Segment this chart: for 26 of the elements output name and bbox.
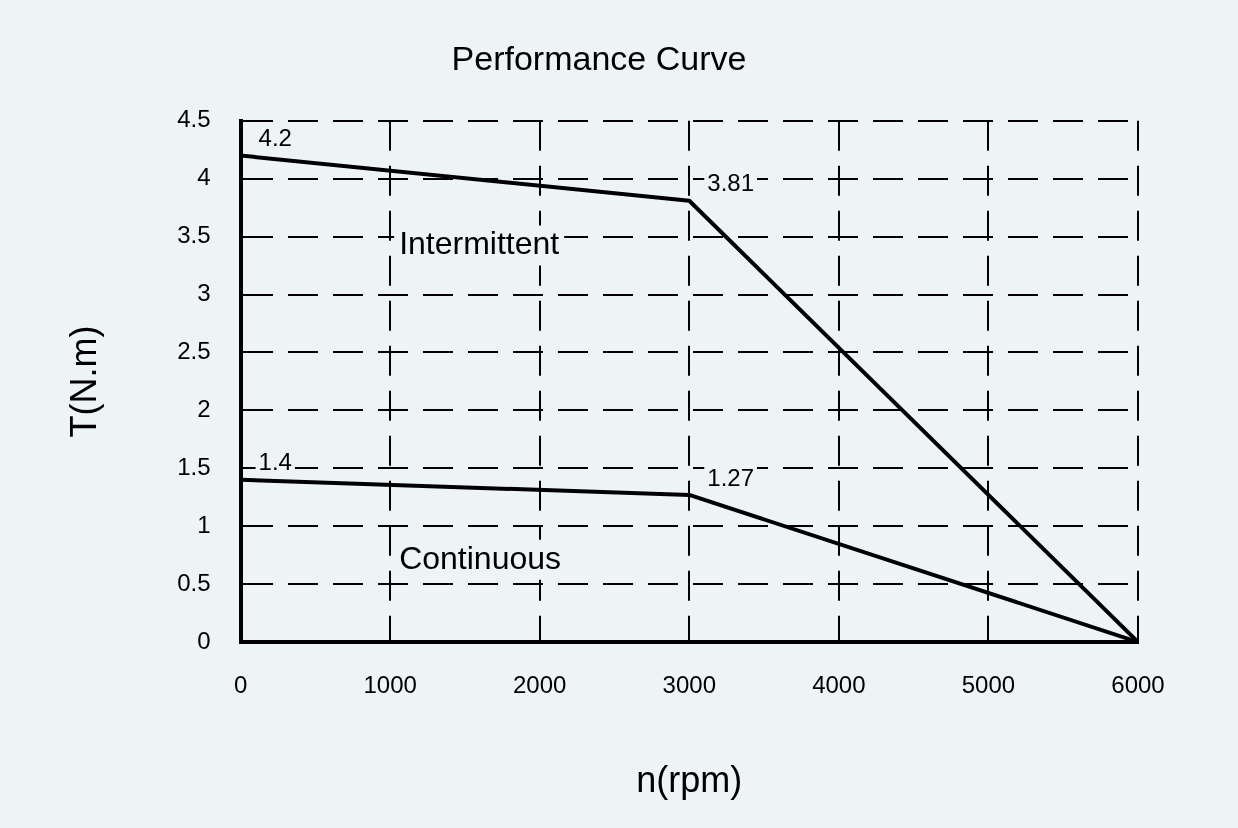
y-tick-label: 2.5 (177, 337, 211, 365)
y-tick-label: 4.5 (177, 105, 211, 133)
x-tick-label: 3000 (662, 671, 716, 699)
y-tick-label: 0 (197, 626, 211, 654)
y-tick-label: 1.5 (177, 452, 211, 480)
y-axis-title: T(N.m) (62, 325, 104, 438)
series-label: Intermittent (399, 225, 560, 262)
chart-title: Performance Curve (451, 38, 747, 77)
x-tick-label: 5000 (961, 671, 1016, 699)
x-tick-label: 0 (233, 671, 248, 699)
y-tick-label: 3 (197, 279, 211, 307)
data-label: 1.4 (258, 448, 292, 476)
y-tick-label: 3.5 (177, 221, 211, 249)
x-axis-title: n(rpm) (636, 759, 743, 801)
x-tick-label: 1000 (363, 671, 417, 699)
y-tick-label: 2 (197, 394, 211, 422)
x-tick-label: 4000 (812, 671, 866, 699)
series-label: Continuous (399, 539, 562, 576)
x-tick-label: 6000 (1111, 671, 1165, 699)
y-tick-label: 1 (197, 510, 211, 538)
y-tick-label: 4 (197, 163, 211, 191)
data-label: 3.81 (707, 169, 754, 197)
x-tick-label: 2000 (513, 671, 567, 699)
data-label: 1.27 (707, 463, 754, 491)
y-tick-label: 0.5 (177, 568, 211, 596)
data-label: 4.2 (258, 124, 292, 152)
